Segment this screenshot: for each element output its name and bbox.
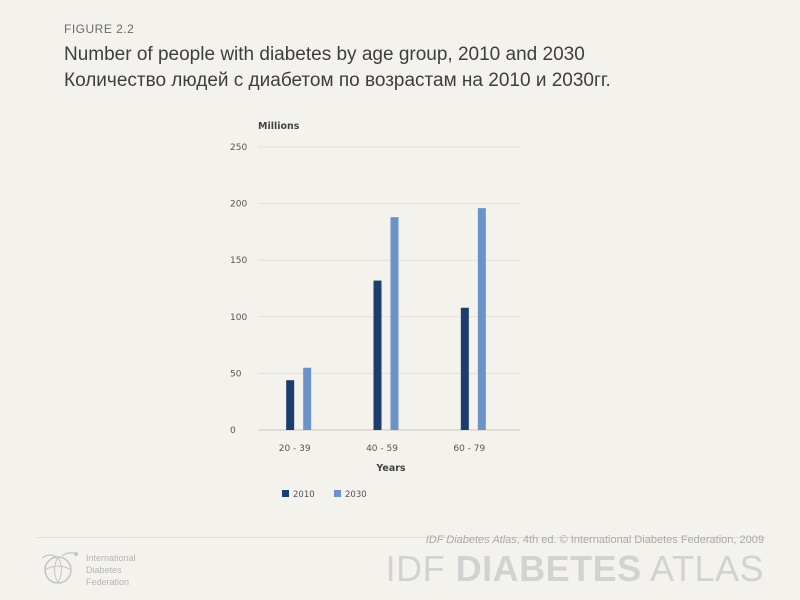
chart-title-russian: Количество людей с диабетом по возрастам… — [64, 70, 611, 91]
credit-copyright: , 4th ed. © International Diabetes Feder… — [516, 534, 764, 546]
bar-2010-60-79 — [460, 307, 469, 430]
org-line-3: Federation — [86, 577, 130, 587]
bar-2030-20-39 — [303, 367, 312, 430]
brand-prefix: IDF — [385, 548, 456, 589]
y-tick-label: 200 — [230, 200, 247, 210]
legend-label-2010: 2010 — [293, 490, 315, 500]
figure-label: FIGURE 2.2 — [64, 22, 135, 36]
x-tick-labels: 20 - 39 40 - 59 60 - 79 — [279, 444, 486, 454]
bar-2030-40-59 — [390, 217, 399, 430]
legend-label-2030: 2030 — [345, 490, 367, 500]
bar-2030-60-79 — [477, 208, 486, 430]
y-axis-title: Millions — [258, 121, 300, 132]
credit-atlas-title: IDF Diabetes Atlas — [425, 534, 517, 546]
y-tick-label: 100 — [230, 313, 247, 323]
legend: 2010 2030 — [282, 490, 367, 500]
chart-title-english: Number of people with diabetes by age gr… — [64, 44, 585, 65]
legend-swatch-2030 — [334, 490, 341, 497]
org-line-1: International — [86, 553, 136, 563]
y-tick-label: 150 — [230, 256, 247, 266]
idf-globe-logo-icon — [41, 552, 79, 584]
gridlines — [258, 146, 520, 431]
idf-logo-text: International Diabetes Federation — [86, 552, 136, 588]
bar-chart: Millions 0 50 100 150 200 250 20 - 39 40 - 59 6… — [230, 121, 520, 500]
footer-credit: IDF Diabetes Atlas, 4th ed. © Internatio… — [426, 534, 764, 546]
org-line-2: Diabetes — [86, 565, 122, 575]
x-axis-title: Years — [375, 463, 406, 474]
y-tick-label: 50 — [230, 369, 242, 379]
x-tick-label: 40 - 59 — [366, 444, 398, 454]
bars — [286, 208, 486, 430]
footer-divider — [36, 537, 766, 538]
brand-wordmark: IDF DIABETES ATLAS — [386, 548, 764, 590]
y-tick-label: 0 — [230, 426, 236, 436]
legend-swatch-2010 — [282, 490, 289, 497]
idf-logo: International Diabetes Federation — [36, 546, 156, 590]
x-tick-label: 60 - 79 — [453, 444, 485, 454]
bar-2010-20-39 — [286, 380, 295, 430]
brand-suffix: ATLAS — [641, 548, 764, 589]
bar-2010-40-59 — [373, 280, 382, 430]
y-tick-labels: 0 50 100 150 200 250 — [230, 143, 247, 436]
y-tick-label: 250 — [230, 143, 247, 153]
chart-title: Number of people with diabetes by age gr… — [64, 42, 611, 94]
x-tick-label: 20 - 39 — [279, 444, 311, 454]
brand-bold: DIABETES — [455, 548, 642, 589]
